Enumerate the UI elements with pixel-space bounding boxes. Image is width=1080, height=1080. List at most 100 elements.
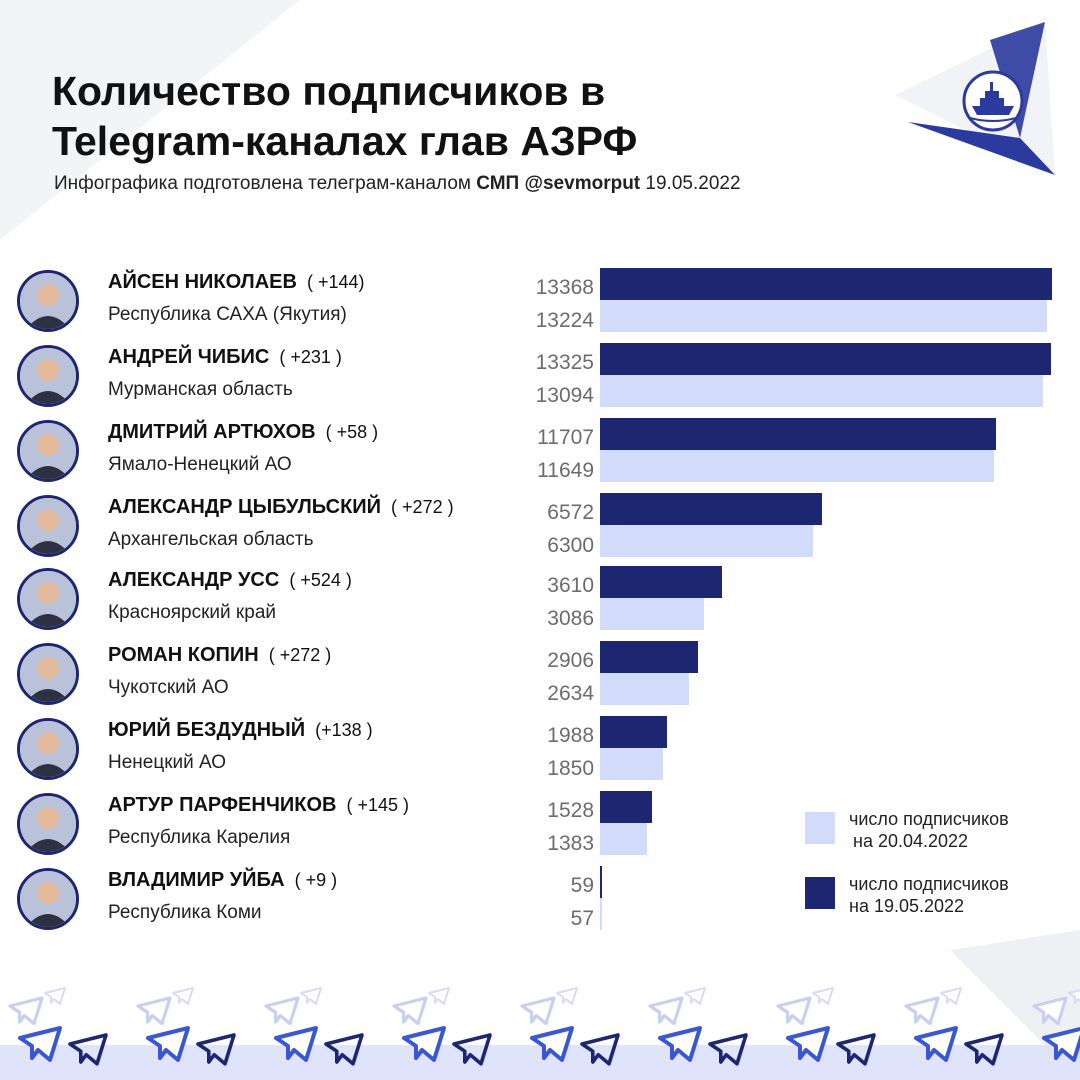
telegram-plane-icon [300,987,322,1005]
subscriber-delta: ( +272 ) [391,497,454,517]
legend-new-line-2: на 19.05.2022 [849,896,965,916]
value-label-new: 13325 [535,351,594,374]
governor-name-text: АРТУР ПАРФЕНЧИКОВ [108,794,337,816]
region-label: Ямало-Ненецкий АО [108,454,292,475]
telegram-plane-icon [452,1033,492,1066]
region-label: Красноярский край [108,602,276,623]
telegram-plane-icon [264,996,300,1026]
icebreaker-logo-icon [962,70,1024,132]
value-label-new: 59 [570,874,594,897]
bar-new [600,268,1052,300]
bar-old [600,300,1048,332]
region-label: Республика САХА (Якутия) [108,304,347,325]
region-label: Республика Карелия [108,827,291,848]
subtitle-prefix: Инфографика подготовлена телеграм-канало… [54,173,471,194]
governor-name: ДМИТРИЙ АРТЮХОВ ( +58 ) [108,421,378,444]
telegram-plane-icon [402,1026,446,1062]
legend-old-line-2: на 20.04.2022 [853,831,969,851]
avatar [17,643,79,705]
bar-old [600,450,994,482]
avatar [17,270,79,332]
bar-old [600,748,663,780]
region-label: Мурманская область [108,379,293,400]
telegram-plane-icon [1068,989,1080,1004]
chart-row: ВЛАДИМИР УЙБА ( +9 ) Республика Коми 59 57 [0,866,1080,940]
governor-name: АРТУР ПАРФЕНЧИКОВ ( +145 ) [108,794,409,817]
telegram-plane-icon [8,996,44,1026]
bar-old [600,525,814,557]
telegram-plane-icon [904,996,940,1026]
subscriber-delta: ( +231 ) [279,347,342,367]
avatar [17,793,79,855]
telegram-plane-icon [1032,996,1068,1026]
value-label-old: 11649 [537,459,594,482]
legend-swatch-old [805,812,835,844]
chart-row: АНДРЕЙ ЧИБИС ( +231 ) Мурманская область 13… [0,343,1080,417]
title-line-2: Telegram-каналах глав АЗРФ [52,118,638,164]
chart-row: РОМАН КОПИН ( +272 ) Чукотский АО 2906 2634 [0,641,1080,715]
telegram-plane-icon [146,1026,190,1062]
value-label-new: 1528 [547,799,594,822]
avatar [17,345,79,407]
subscriber-delta: ( +144) [306,272,365,292]
subscriber-delta: ( +145 ) [346,795,410,815]
legend-old-line-1: число подписчиков [849,809,1009,829]
chart-row: АЙСЕН НИКОЛАЕВ ( +144) Республика САХА (Як… [0,268,1080,342]
avatar [17,718,79,780]
subtitle-channel: СМП @sevmorput [476,173,641,194]
telegram-plane-icon [68,1033,108,1066]
governor-name-text: АЛЕКСАНДР ЦЫБУЛЬСКИЙ [108,496,382,518]
telegram-plane-icon [964,1033,1004,1066]
governor-name: АЛЕКСАНДР ЦЫБУЛЬСКИЙ ( +272 ) [108,496,454,519]
telegram-plane-icon [914,1026,958,1062]
avatar [17,420,79,482]
governor-name-text: АНДРЕЙ ЧИБИС [108,346,270,368]
governor-name: ВЛАДИМИР УЙБА ( +9 ) [108,869,337,892]
governor-name-text: РОМАН КОПИН [108,644,259,666]
subscriber-delta: ( +524 ) [289,570,352,590]
governor-name-text: ДМИТРИЙ АРТЮХОВ [108,421,316,443]
subscriber-delta: ( +58 ) [325,422,379,442]
governor-name-text: АЛЕКСАНДР УСС [108,569,280,591]
telegram-plane-icon [708,1033,748,1066]
bar-old [600,598,705,630]
telegram-plane-icon [136,996,172,1026]
bar-new [600,418,996,450]
value-label-old: 1850 [547,757,594,780]
bar-new [600,791,652,823]
telegram-plane-icon [196,1033,236,1066]
value-label-new: 1988 [547,724,594,747]
telegram-plane-icon [392,996,428,1026]
value-label-new: 11707 [537,426,594,449]
value-label-new: 3610 [547,574,594,597]
subscriber-delta: ( +272 ) [268,645,332,665]
bar-old [600,375,1043,407]
subscriber-delta: ( +9 ) [294,870,338,890]
bar-new [600,343,1051,375]
chart-row: ДМИТРИЙ АРТЮХОВ ( +58 ) Ямало-Ненецкий АО 1… [0,418,1080,492]
chart-row: АРТУР ПАРФЕНЧИКОВ ( +145 ) Республика Каре… [0,791,1080,865]
governor-name: АЛЕКСАНДР УСС ( +524 ) [108,569,352,592]
value-label-old: 57 [570,907,594,930]
chart-title: Количество подписчиков в Telegram-канала… [52,66,892,166]
legend-label-new: число подписчиков на 19.05.2022 [849,873,1079,917]
telegram-plane-icon [786,1026,830,1062]
governor-name-text: ВЛАДИМИР УЙБА [108,869,285,891]
title-line-1: Количество подписчиков в [52,68,606,114]
subtitle: Инфографика подготовлена телеграм-канало… [54,173,741,195]
bar-new [600,493,823,525]
value-label-new: 13368 [535,276,594,299]
telegram-plane-icon [274,1026,318,1062]
bar-old [600,898,602,930]
footer-pattern [0,987,1080,1080]
telegram-plane-icon [556,987,578,1005]
value-label-old: 6300 [547,534,594,557]
governor-name-text: ЮРИЙ БЕЗДУДНЫЙ [108,719,306,741]
telegram-plane-icon [940,987,962,1005]
telegram-plane-icon [812,987,834,1005]
region-label: Республика Коми [108,902,262,923]
telegram-plane-icon [520,996,556,1026]
governor-name: ЮРИЙ БЕЗДУДНЫЙ (+138 ) [108,719,373,742]
bar-old [600,673,690,705]
avatar [17,868,79,930]
